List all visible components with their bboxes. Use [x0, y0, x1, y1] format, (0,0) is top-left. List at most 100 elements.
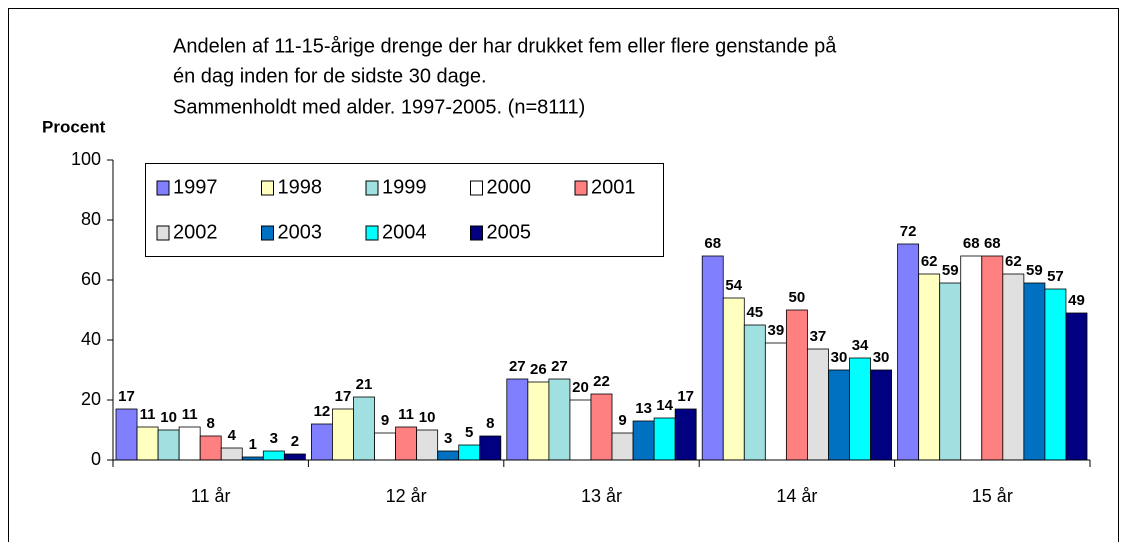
bar — [632, 420, 655, 461]
chart-title: Andelen af 11-15-årige drenge der har dr… — [173, 35, 837, 57]
bar — [611, 432, 634, 461]
bar — [939, 282, 962, 461]
bar — [1023, 282, 1046, 461]
legend-swatch — [261, 180, 274, 196]
value-label: 45 — [746, 304, 763, 321]
value-label: 8 — [486, 415, 494, 432]
value-label: 20 — [572, 379, 589, 396]
legend-label: 2003 — [278, 221, 323, 243]
value-label: 1 — [249, 436, 257, 453]
value-label: 10 — [160, 409, 177, 426]
bar — [918, 273, 941, 461]
value-label: 37 — [810, 328, 827, 345]
value-label: 68 — [704, 235, 721, 252]
bar — [870, 369, 892, 461]
bar — [374, 432, 396, 461]
bar — [960, 255, 983, 461]
value-label: 17 — [335, 388, 352, 405]
bar — [981, 255, 1004, 461]
y-tick-label: 0 — [91, 449, 101, 469]
bar — [785, 309, 808, 461]
y-tick-label: 80 — [81, 209, 101, 229]
value-label: 30 — [873, 349, 890, 366]
legend-swatch — [261, 225, 274, 241]
value-label: 4 — [228, 427, 237, 444]
bar — [353, 396, 375, 461]
bar — [1044, 288, 1067, 461]
legend-label: 2005 — [487, 221, 532, 243]
chart-title: én dag inden for de sidste 30 dage. — [173, 65, 487, 87]
bar — [479, 435, 502, 461]
legend-label: 2001 — [591, 176, 636, 198]
value-label: 30 — [831, 349, 848, 366]
value-label: 9 — [618, 412, 626, 429]
value-label: 49 — [1068, 292, 1085, 309]
value-label: 72 — [900, 223, 917, 240]
bar — [548, 378, 571, 461]
value-label: 57 — [1047, 268, 1064, 285]
value-label: 3 — [444, 430, 452, 447]
bar — [743, 324, 766, 461]
y-tick-label: 40 — [81, 329, 101, 349]
value-label: 11 — [140, 406, 156, 423]
bar — [437, 450, 460, 461]
legend-swatch — [470, 225, 483, 241]
value-label: 14 — [656, 397, 673, 414]
bar — [1065, 312, 1088, 461]
value-label: 3 — [270, 430, 278, 447]
legend-swatch — [365, 225, 379, 241]
value-label: 27 — [551, 358, 568, 375]
legend-swatch — [574, 180, 588, 196]
bar — [701, 255, 724, 461]
value-label: 34 — [852, 337, 869, 354]
legend-label: 2000 — [487, 176, 532, 198]
x-tick-label: 13 år — [581, 486, 622, 506]
value-label: 17 — [118, 388, 135, 405]
legend-label: 2002 — [173, 221, 218, 243]
bar — [897, 243, 920, 461]
value-label: 27 — [509, 358, 526, 375]
bar — [506, 378, 529, 461]
value-label: 59 — [1026, 262, 1043, 279]
chart-title: Sammenholdt med alder. 1997-2005. (n=811… — [173, 96, 585, 118]
bar — [458, 444, 481, 461]
value-label: 8 — [207, 415, 215, 432]
value-label: 54 — [725, 277, 742, 294]
bar — [178, 426, 201, 461]
bar — [416, 429, 439, 461]
bar — [653, 417, 676, 461]
x-tick-label: 11 år — [191, 486, 231, 506]
bar — [332, 408, 354, 461]
value-label: 59 — [942, 262, 959, 279]
bar — [136, 426, 159, 461]
bar — [115, 408, 138, 461]
bar — [849, 357, 871, 461]
bar — [722, 297, 745, 461]
value-label: 26 — [530, 361, 547, 378]
value-label: 2 — [291, 433, 299, 450]
bar — [569, 399, 592, 461]
bar — [220, 447, 243, 461]
bar — [310, 423, 333, 461]
value-label: 50 — [789, 289, 806, 306]
legend-label: 2004 — [382, 221, 427, 243]
bar — [199, 435, 222, 461]
bar — [1002, 273, 1025, 461]
legend-swatch — [470, 180, 483, 196]
y-axis-label: Procent — [42, 117, 106, 136]
legend-box — [145, 163, 664, 257]
legend-swatch — [156, 225, 170, 241]
bar — [674, 408, 697, 461]
legend-label: 1999 — [382, 176, 427, 198]
legend-label: 1998 — [278, 176, 323, 198]
value-label: 11 — [182, 406, 198, 423]
bar — [764, 342, 787, 461]
value-label: 5 — [465, 424, 473, 441]
value-label: 68 — [963, 235, 980, 252]
y-tick-label: 60 — [81, 269, 101, 289]
value-label: 68 — [984, 235, 1001, 252]
x-tick-label: 14 år — [776, 486, 817, 506]
value-label: 13 — [635, 400, 652, 417]
legend-swatch — [156, 180, 170, 196]
